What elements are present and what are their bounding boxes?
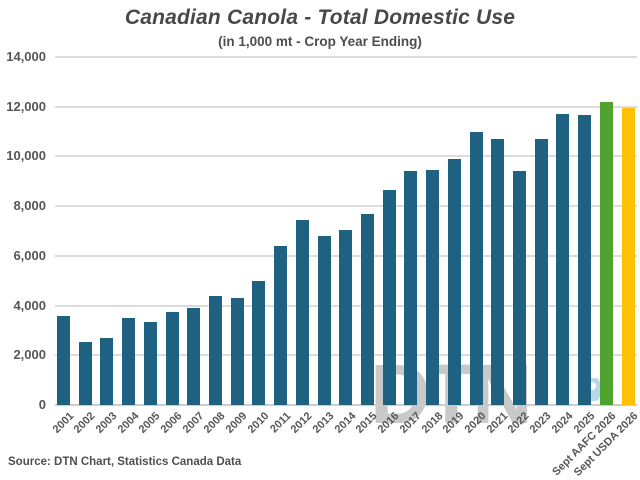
bar-2015 [360,214,374,405]
bar-2020 [469,132,483,405]
bar-2021 [491,139,505,405]
bar-2016 [382,190,396,405]
x-axis-label-2024: 2024 [549,410,576,436]
bar-2011 [274,246,288,405]
x-axis-label-2011: 2011 [267,410,294,436]
x-axis-label-2002: 2002 [71,410,98,436]
x-axis-label-2022: 2022 [506,410,532,436]
y-axis-label-8000: 8,000 [13,198,46,214]
y-axis-label-14000: 14,000 [6,49,46,64]
bar-2006 [165,312,179,405]
bar-2002 [78,342,92,405]
grid-line-14000 [55,56,637,58]
bar-2025 [578,115,592,405]
bar-2001 [57,316,70,405]
x-axis-labels: 2001 2002 2003 2004 2005 2006 2007 2008 2009 2010… [50,405,640,480]
x-axis-label-2021: 2021 [484,410,511,436]
x-axis-label-2019: 2019 [440,410,467,436]
x-axis-label-2014: 2014 [332,410,359,436]
bar-2012 [295,220,309,405]
grid-line-8000 [55,205,637,208]
grid-line-12000 [55,105,637,108]
x-axis-label-2012: 2012 [289,410,315,436]
x-axis-label-2010: 2010 [245,410,272,436]
y-axis-label-2000: 2,000 [13,347,46,363]
bar-2004 [122,318,136,405]
chart-header: Canadian Canola - Total Domestic Use (in… [0,6,640,49]
bar-2013 [317,236,331,405]
x-axis-label-2023: 2023 [527,410,554,436]
x-axis-label-2003: 2003 [93,410,120,436]
bar-2019 [447,159,461,405]
x-axis-line [55,404,637,406]
x-axis-label-2009: 2009 [223,410,250,436]
bar-2009 [230,298,244,405]
bar-2010 [252,281,266,405]
x-axis-label-2016: 2016 [375,410,402,436]
x-axis-label-2017: 2017 [397,410,424,436]
x-axis-label-2008: 2008 [202,410,228,436]
x-axis-label-2007: 2007 [180,410,207,436]
bar-2023 [534,139,548,405]
plot-area: 0 2,000 4,000 6,000 8,000 10,000 12,000 14,000 … [6,49,640,479]
y-axis-label-12000: 12,000 [6,98,46,114]
y-axis-label-0: 0 [38,397,46,412]
chart-title: Canadian Canola - Total Domestic Use [124,6,516,29]
x-axis-label-2004: 2004 [115,410,142,436]
bar-2022 [512,171,526,405]
grid-line-10000 [55,155,637,158]
bar-2008 [208,296,222,405]
x-axis-label-2005: 2005 [137,410,163,436]
x-axis-label-2018: 2018 [419,410,446,436]
bar-sept-usda-2026 [621,108,635,405]
bar-2007 [187,308,201,405]
bar-2018 [426,170,440,405]
bar-2005 [143,322,157,405]
bar-2003 [100,338,114,405]
y-axis-label-10000: 10,000 [6,148,46,164]
bar-sept-aafc-2026 [599,102,613,405]
x-axis-label-2006: 2006 [158,410,185,436]
bar-2017 [404,171,418,405]
x-axis-label-2020: 2020 [462,410,489,436]
x-axis-label-2013: 2013 [310,410,337,436]
source-note: Source: DTN Chart, Statistics Canada Dat… [8,456,242,468]
x-axis-label-2015: 2015 [354,410,380,436]
x-axis-label-2001: 2001 [50,410,76,436]
chart-subtitle: (in 1,000 mt - Crop Year Ending) [218,34,422,49]
bar-2014 [339,230,353,405]
bar-2024 [556,114,570,405]
y-axis-label-6000: 6,000 [13,247,46,263]
y-axis-label-4000: 4,000 [13,297,46,313]
